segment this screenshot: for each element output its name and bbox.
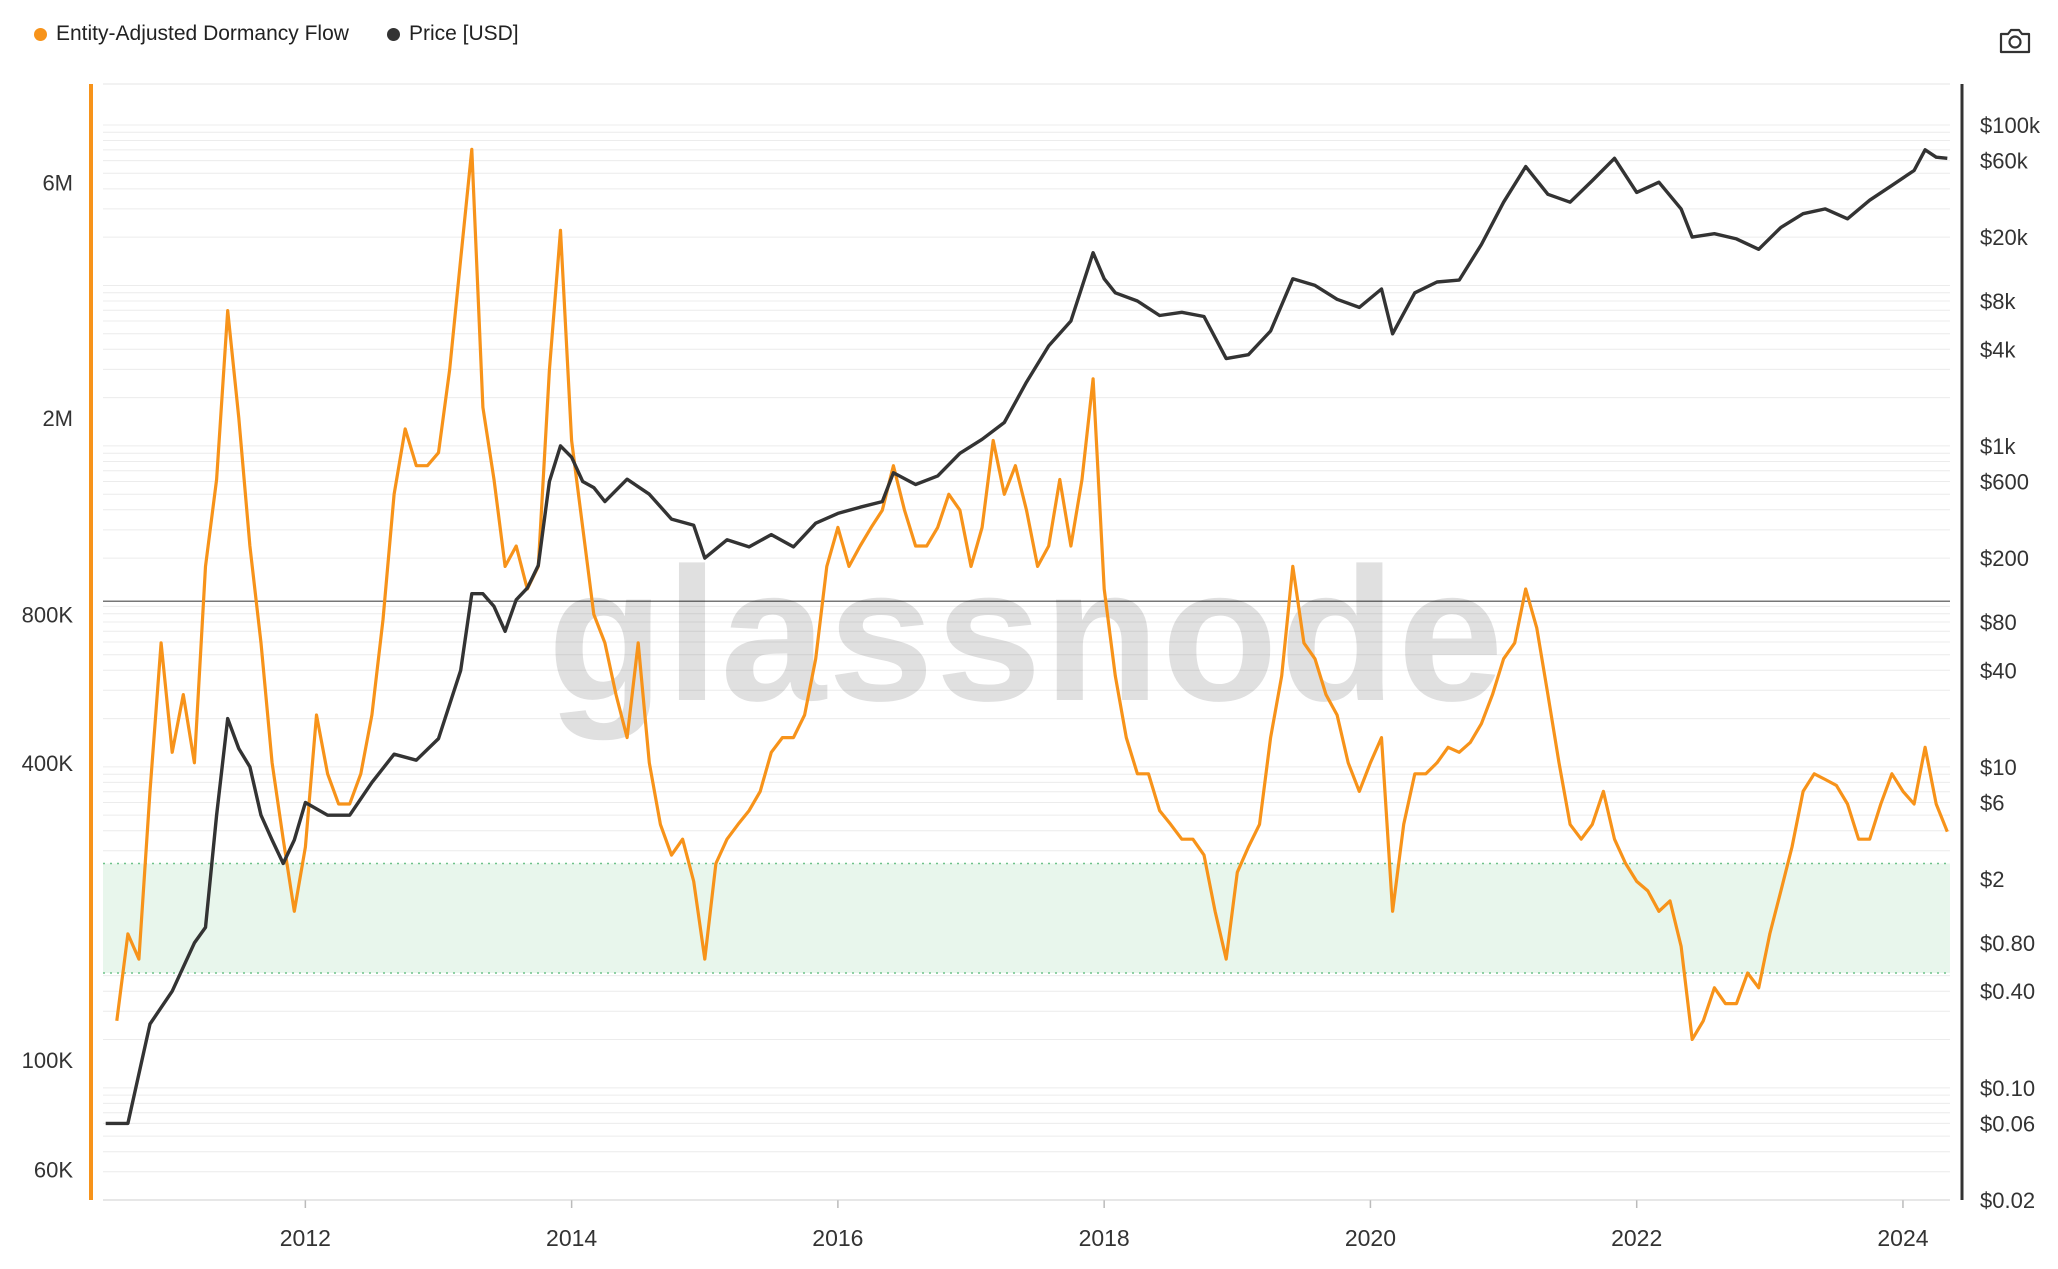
left-y-tick-label: 2M — [42, 406, 73, 431]
camera-icon[interactable] — [1998, 26, 2032, 56]
x-tick-label: 2018 — [1079, 1225, 1130, 1251]
right-y-tick-label: $1k — [1980, 434, 2016, 459]
right-y-tick-label: $60k — [1980, 149, 2029, 174]
right-y-tick-label: $100k — [1980, 113, 2041, 138]
x-tick-label: 2022 — [1611, 1225, 1662, 1251]
legend-item-price[interactable]: Price [USD] — [386, 22, 519, 46]
x-tick-label: 2012 — [280, 1225, 331, 1251]
right-y-tick-label: $6 — [1980, 790, 2004, 815]
left-y-tick-label: 400K — [22, 751, 74, 776]
left-y-tick-label: 100K — [22, 1048, 74, 1073]
x-tick-label: 2020 — [1345, 1225, 1396, 1251]
right-y-tick-label: $0.10 — [1980, 1076, 2035, 1101]
right-y-tick-label: $0.80 — [1980, 931, 2035, 956]
right-y-tick-label: $0.06 — [1980, 1111, 2035, 1136]
x-tick-label: 2024 — [1877, 1225, 1928, 1251]
legend-dot-price — [386, 27, 400, 41]
watermark: glassnode — [548, 529, 1506, 741]
right-y-tick-label: $600 — [1980, 470, 2029, 495]
legend-item-dormancy-flow[interactable]: Entity-Adjusted Dormancy Flow — [34, 22, 349, 46]
right-y-tick-label: $20k — [1980, 225, 2029, 250]
legend-label-price: Price [USD] — [408, 22, 519, 45]
right-y-tick-label: $4k — [1980, 337, 2016, 362]
x-tick-label: 2016 — [812, 1225, 863, 1251]
right-y-tick-label: $0.40 — [1980, 979, 2035, 1004]
right-y-tick-label: $80 — [1980, 610, 2017, 635]
price-line — [105, 148, 1948, 1126]
right-y-tick-label: $0.02 — [1980, 1188, 2035, 1213]
x-tick-label: 2014 — [546, 1225, 597, 1251]
green-zone-band — [103, 863, 1950, 973]
left-y-tick-label: 60K — [34, 1157, 73, 1182]
right-y-tick-label: $40 — [1980, 658, 2017, 683]
legend-dot-dormancy — [34, 27, 47, 41]
right-y-tick-label: $10 — [1980, 755, 2017, 780]
right-y-tick-label: $8k — [1980, 289, 2016, 314]
right-y-tick-label: $2 — [1980, 867, 2004, 892]
legend-label-dormancy: Entity-Adjusted Dormancy Flow — [56, 22, 349, 45]
left-y-tick-label: 6M — [42, 170, 73, 195]
right-y-tick-label: $200 — [1980, 546, 2029, 571]
chart-legend: Entity-Adjusted Dormancy Flow Price [USD… — [34, 20, 519, 48]
left-y-tick-label: 800K — [22, 602, 74, 627]
dormancy-flow-line — [115, 147, 1949, 1041]
